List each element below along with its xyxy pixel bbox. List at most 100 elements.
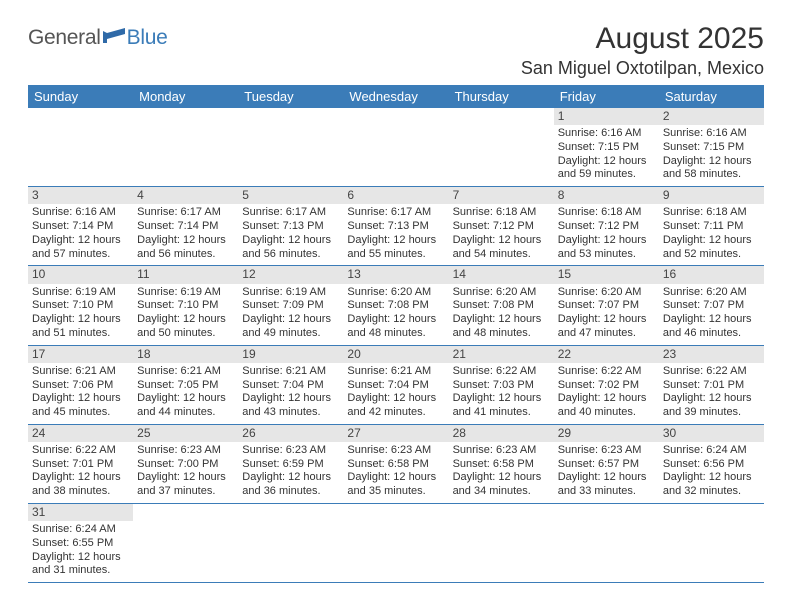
calendar-week-row: 24Sunrise: 6:22 AMSunset: 7:01 PMDayligh… <box>28 424 764 503</box>
calendar-day-cell: 13 Sunrise: 6:20 AMSunset: 7:08 PMDayligh… <box>343 266 448 345</box>
day-number: 29 <box>554 425 659 442</box>
sunrise-line: Sunrise: 6:22 AM <box>453 365 550 379</box>
sunset-line: Sunset: 7:01 PM <box>32 458 129 472</box>
day-info: Sunrise: 6:22 AMSunset: 7:02 PMDaylight:… <box>554 363 659 424</box>
sunrise-line: Sunrise: 6:20 AM <box>347 286 444 300</box>
calendar-empty-cell <box>238 503 343 582</box>
calendar-day-cell: 19Sunrise: 6:21 AMSunset: 7:04 PMDayligh… <box>238 345 343 424</box>
day-number: 10 <box>28 266 133 283</box>
daylight-line: Daylight: 12 hours and 48 minutes. <box>347 313 444 341</box>
calendar-day-cell: 31Sunrise: 6:24 AMSunset: 6:55 PMDayligh… <box>28 503 133 582</box>
day-number: 21 <box>449 346 554 363</box>
weekday-header-cell: Thursday <box>449 85 554 108</box>
month-year-title: August 2025 <box>521 22 764 56</box>
daylight-line: Daylight: 12 hours and 34 minutes. <box>453 471 550 499</box>
daylight-line: Daylight: 12 hours and 49 minutes. <box>242 313 339 341</box>
weekday-header-cell: Saturday <box>659 85 764 108</box>
sunset-line: Sunset: 6:57 PM <box>558 458 655 472</box>
calendar-body: 1Sunrise: 6:16 AMSunset: 7:15 PMDaylight… <box>28 108 764 583</box>
daylight-line: Daylight: 12 hours and 35 minutes. <box>347 471 444 499</box>
day-number: 22 <box>554 346 659 363</box>
daylight-line: Daylight: 12 hours and 44 minutes. <box>137 392 234 420</box>
day-info: Sunrise: 6:18 AMSunset: 7:12 PMDaylight:… <box>449 204 554 265</box>
sunset-line: Sunset: 7:11 PM <box>663 220 760 234</box>
daylight-line: Daylight: 12 hours and 58 minutes. <box>663 155 760 183</box>
sunset-line: Sunset: 6:58 PM <box>453 458 550 472</box>
sunrise-line: Sunrise: 6:16 AM <box>663 127 760 141</box>
day-info: Sunrise: 6:21 AMSunset: 7:04 PMDaylight:… <box>238 363 343 424</box>
sunset-line: Sunset: 7:02 PM <box>558 379 655 393</box>
day-info: Sunrise: 6:23 AMSunset: 6:57 PMDaylight:… <box>554 442 659 503</box>
sunset-line: Sunset: 7:10 PM <box>32 299 129 313</box>
day-number: 7 <box>449 187 554 204</box>
day-number: 1 <box>554 108 659 125</box>
calendar-day-cell: 28Sunrise: 6:23 AMSunset: 6:58 PMDayligh… <box>449 424 554 503</box>
daylight-line: Daylight: 12 hours and 32 minutes. <box>663 471 760 499</box>
sunset-line: Sunset: 6:55 PM <box>32 537 129 551</box>
calendar-page: General Blue August 2025 San Miguel Oxto… <box>0 0 792 593</box>
day-info: Sunrise: 6:24 AMSunset: 6:55 PMDaylight:… <box>28 521 133 582</box>
day-info: Sunrise: 6:19 AMSunset: 7:09 PMDaylight:… <box>238 284 343 345</box>
calendar-day-cell: 21Sunrise: 6:22 AMSunset: 7:03 PMDayligh… <box>449 345 554 424</box>
calendar-grid: SundayMondayTuesdayWednesdayThursdayFrid… <box>28 85 764 583</box>
weekday-header-cell: Wednesday <box>343 85 448 108</box>
calendar-empty-cell <box>449 108 554 187</box>
calendar-day-cell: 10Sunrise: 6:19 AMSunset: 7:10 PMDayligh… <box>28 266 133 345</box>
day-number: 18 <box>133 346 238 363</box>
sunset-line: Sunset: 7:08 PM <box>347 299 444 313</box>
weekday-header-cell: Sunday <box>28 85 133 108</box>
day-number: 28 <box>449 425 554 442</box>
day-info: Sunrise: 6:22 AMSunset: 7:01 PMDaylight:… <box>659 363 764 424</box>
calendar-day-cell: 17Sunrise: 6:21 AMSunset: 7:06 PMDayligh… <box>28 345 133 424</box>
sunrise-line: Sunrise: 6:18 AM <box>453 206 550 220</box>
day-number: 5 <box>238 187 343 204</box>
calendar-empty-cell <box>343 503 448 582</box>
sunset-line: Sunset: 7:12 PM <box>453 220 550 234</box>
day-number: 17 <box>28 346 133 363</box>
daylight-line: Daylight: 12 hours and 41 minutes. <box>453 392 550 420</box>
sunrise-line: Sunrise: 6:23 AM <box>137 444 234 458</box>
sunset-line: Sunset: 7:07 PM <box>663 299 760 313</box>
day-info: Sunrise: 6:20 AMSunset: 7:07 PMDaylight:… <box>659 284 764 345</box>
day-number: 13 <box>343 266 448 283</box>
day-number: 12 <box>238 266 343 283</box>
calendar-day-cell: 24Sunrise: 6:22 AMSunset: 7:01 PMDayligh… <box>28 424 133 503</box>
calendar-day-cell: 15Sunrise: 6:20 AMSunset: 7:07 PMDayligh… <box>554 266 659 345</box>
day-number: 14 <box>449 266 554 283</box>
daylight-line: Daylight: 12 hours and 45 minutes. <box>32 392 129 420</box>
day-number: 9 <box>659 187 764 204</box>
sunset-line: Sunset: 7:03 PM <box>453 379 550 393</box>
sunrise-line: Sunrise: 6:21 AM <box>137 365 234 379</box>
day-info: Sunrise: 6:16 AMSunset: 7:15 PMDaylight:… <box>659 125 764 186</box>
calendar-day-cell: 23Sunrise: 6:22 AMSunset: 7:01 PMDayligh… <box>659 345 764 424</box>
calendar-day-cell: 11Sunrise: 6:19 AMSunset: 7:10 PMDayligh… <box>133 266 238 345</box>
calendar-day-cell: 4Sunrise: 6:17 AMSunset: 7:14 PMDaylight… <box>133 187 238 266</box>
calendar-day-cell: 9Sunrise: 6:18 AMSunset: 7:11 PMDaylight… <box>659 187 764 266</box>
sunset-line: Sunset: 6:59 PM <box>242 458 339 472</box>
calendar-day-cell: 6Sunrise: 6:17 AMSunset: 7:13 PMDaylight… <box>343 187 448 266</box>
sunset-line: Sunset: 7:04 PM <box>242 379 339 393</box>
day-info: Sunrise: 6:17 AMSunset: 7:13 PMDaylight:… <box>238 204 343 265</box>
daylight-line: Daylight: 12 hours and 48 minutes. <box>453 313 550 341</box>
calendar-empty-cell <box>238 108 343 187</box>
sunset-line: Sunset: 7:10 PM <box>137 299 234 313</box>
logo-flag-icon <box>103 25 127 43</box>
day-number: 23 <box>659 346 764 363</box>
sunrise-line: Sunrise: 6:23 AM <box>242 444 339 458</box>
page-header: General Blue August 2025 San Miguel Oxto… <box>28 22 764 79</box>
day-number: 15 <box>554 266 659 283</box>
day-number: 8 <box>554 187 659 204</box>
location-subtitle: San Miguel Oxtotilpan, Mexico <box>521 58 764 79</box>
sunrise-line: Sunrise: 6:18 AM <box>558 206 655 220</box>
daylight-line: Daylight: 12 hours and 57 minutes. <box>32 234 129 262</box>
day-info: Sunrise: 6:20 AMSunset: 7:08 PMDaylight:… <box>449 284 554 345</box>
day-number: 20 <box>343 346 448 363</box>
daylight-line: Daylight: 12 hours and 59 minutes. <box>558 155 655 183</box>
calendar-day-cell: 8Sunrise: 6:18 AMSunset: 7:12 PMDaylight… <box>554 187 659 266</box>
daylight-line: Daylight: 12 hours and 33 minutes. <box>558 471 655 499</box>
day-info: Sunrise: 6:24 AMSunset: 6:56 PMDaylight:… <box>659 442 764 503</box>
day-number: 11 <box>133 266 238 283</box>
sunrise-line: Sunrise: 6:23 AM <box>558 444 655 458</box>
day-info: Sunrise: 6:22 AMSunset: 7:03 PMDaylight:… <box>449 363 554 424</box>
daylight-line: Daylight: 12 hours and 56 minutes. <box>242 234 339 262</box>
